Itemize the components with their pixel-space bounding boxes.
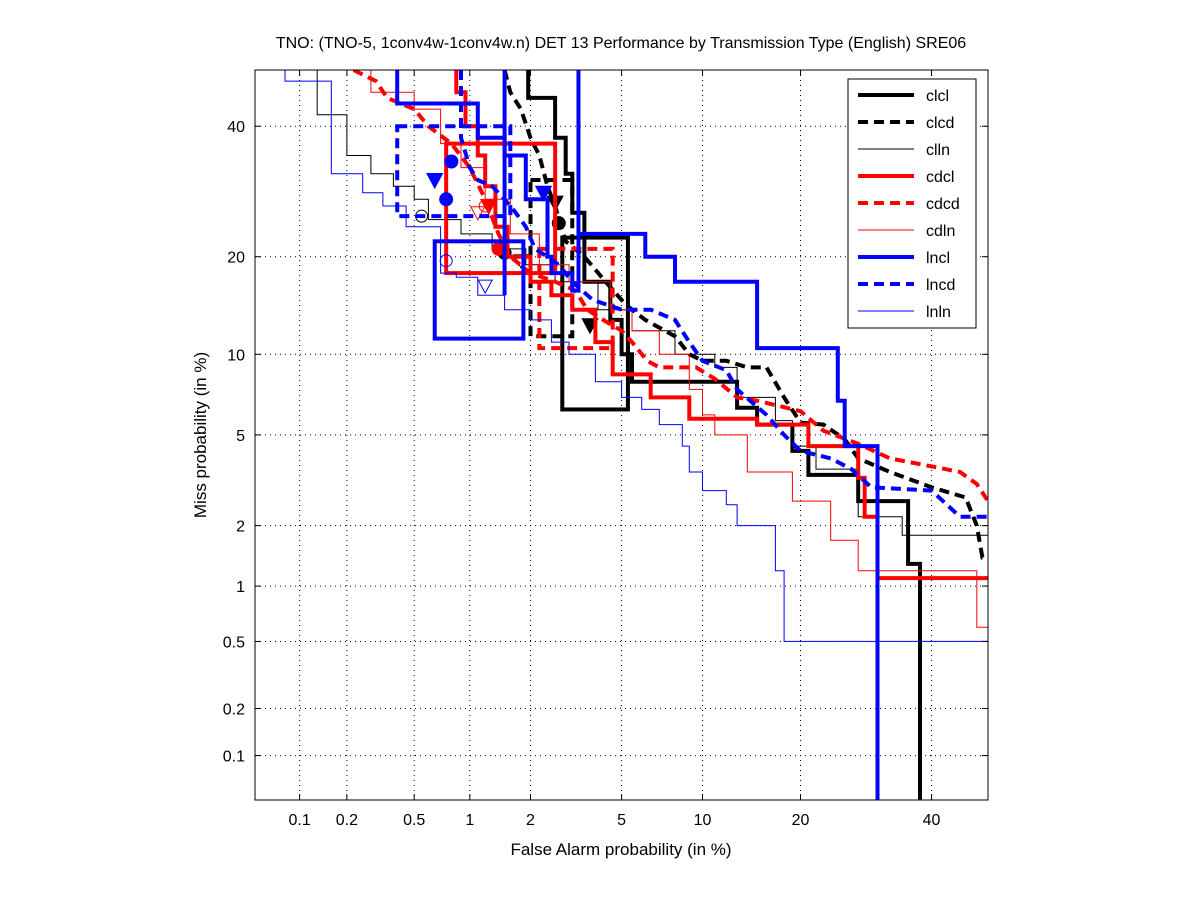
y-tick-label: 1	[236, 579, 245, 596]
series-layer	[255, 70, 988, 800]
x-tick-label: 5	[617, 812, 626, 829]
y-tick-label: 5	[236, 428, 245, 445]
y-tick-label: 0.2	[223, 702, 245, 719]
y-tick-label: 10	[227, 347, 245, 364]
confidence-box-lncl	[432, 239, 526, 341]
y-axis-label: Miss probability (in %)	[191, 352, 210, 518]
legend-item-lncd: lncd	[858, 277, 955, 294]
legend-label: lncl	[926, 250, 950, 267]
y-axis-ticks: 0.1 0.2 0.5 1 2 5 10 20 40	[223, 119, 988, 766]
legend-label: lncd	[926, 277, 955, 294]
x-axis-label: False Alarm probability (in %)	[510, 840, 731, 859]
chart-title: TNO: (TNO-5, 1conv4w-1conv4w.n) DET 13 P…	[276, 35, 966, 52]
marker-circle-cdln	[478, 199, 492, 213]
confidence-box-lncd	[395, 124, 513, 219]
marker-circle-lncl	[444, 154, 459, 169]
curve-cdln	[370, 70, 988, 628]
legend-item-cdcd: cdcd	[858, 196, 960, 213]
legend-item-clcl: clcl	[858, 88, 949, 105]
legend-item-lnln: lnln	[858, 304, 951, 321]
x-tick-label: 40	[923, 812, 941, 829]
legend-label: clcd	[926, 115, 954, 132]
curve-lnln	[255, 70, 988, 642]
legend-label: cdcl	[926, 169, 954, 186]
marker-circle-lnln	[439, 254, 453, 268]
x-tick-label: 0.1	[288, 812, 310, 829]
x-tick-label: 20	[792, 812, 810, 829]
legend-label: clln	[926, 142, 950, 159]
series-cdcd	[352, 70, 988, 503]
legend-item-cdcl: cdcl	[858, 169, 954, 186]
legend: clcl clcd clln cdcl cdcd cdln lncl lncd lnln	[847, 78, 977, 329]
x-tick-label: 10	[694, 812, 712, 829]
marker-triangle-lncl	[426, 173, 444, 190]
confidence-box-cdcd	[537, 246, 615, 351]
marker-triangle-lnln	[477, 279, 494, 295]
series-lncl	[395, 70, 880, 800]
curve-clcd	[502, 70, 988, 560]
curve-lncl	[395, 70, 880, 800]
marker-circle-lncl	[439, 192, 454, 207]
curve-lncd	[459, 70, 988, 519]
y-tick-label: 40	[227, 119, 245, 136]
legend-item-lncl: lncl	[858, 250, 950, 267]
curve-cdcd	[352, 70, 988, 503]
marker-triangle-cdln	[469, 206, 486, 221]
y-tick-label: 2	[236, 519, 245, 536]
legend-label: clcl	[926, 88, 949, 105]
x-tick-label: 0.5	[403, 812, 425, 829]
x-tick-label: 0.2	[336, 812, 358, 829]
legend-item-clcd: clcd	[858, 115, 954, 132]
legend-item-cdln: cdln	[858, 223, 955, 240]
x-tick-label: 1	[465, 812, 474, 829]
series-cdln	[370, 70, 988, 628]
marker-triangle-lncd	[534, 185, 553, 202]
y-tick-label: 0.1	[223, 749, 245, 766]
x-axis-ticks: 0.1 0.2 0.5 1 2 5 10 20 40	[288, 70, 941, 829]
y-tick-label: 0.5	[223, 634, 245, 651]
legend-label: lnln	[926, 304, 951, 321]
confidence-box-cdcl	[444, 141, 558, 276]
confidence-box-clcd	[528, 178, 575, 339]
x-tick-label: 2	[526, 812, 535, 829]
series-clcd	[502, 70, 988, 560]
series-lncd	[395, 70, 988, 519]
legend-item-clln: clln	[858, 142, 950, 159]
legend-label: cdcd	[926, 196, 960, 213]
confidence-box-clcl	[560, 235, 630, 412]
y-tick-label: 20	[227, 250, 245, 267]
series-lnln	[255, 70, 988, 642]
legend-label: cdln	[926, 223, 955, 240]
